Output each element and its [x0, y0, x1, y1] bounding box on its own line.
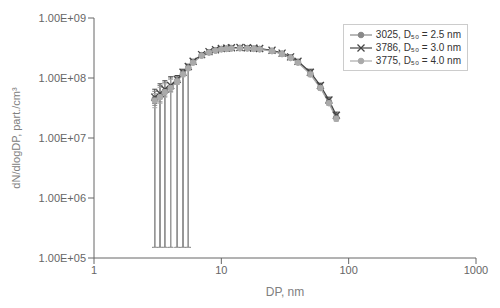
svg-text:1.00E+09: 1.00E+09	[39, 12, 86, 24]
svg-text:1.00E+06: 1.00E+06	[39, 192, 86, 204]
svg-text:1: 1	[91, 264, 97, 276]
svg-text:dN/dlogDP, part./cm³: dN/dlogDP, part./cm³	[10, 87, 22, 189]
svg-text:10: 10	[215, 264, 227, 276]
html-text:3775, D₅₀ = 4.0 nm: 3775, D₅₀ = 4.0 nm	[375, 55, 461, 66]
svg-text:DP, nm: DP, nm	[266, 285, 304, 299]
html-text:3786, D₅₀ = 3.0 nm: 3786, D₅₀ = 3.0 nm	[375, 42, 461, 53]
html-text:3025, D₅₀ = 2.5 nm: 3025, D₅₀ = 2.5 nm	[375, 29, 461, 40]
svg-text:1.00E+08: 1.00E+08	[39, 72, 86, 84]
svg-text:100: 100	[339, 264, 357, 276]
svg-text:1.00E+07: 1.00E+07	[39, 132, 86, 144]
svg-text:1.00E+05: 1.00E+05	[39, 252, 86, 264]
svg-text:1000: 1000	[464, 264, 488, 276]
